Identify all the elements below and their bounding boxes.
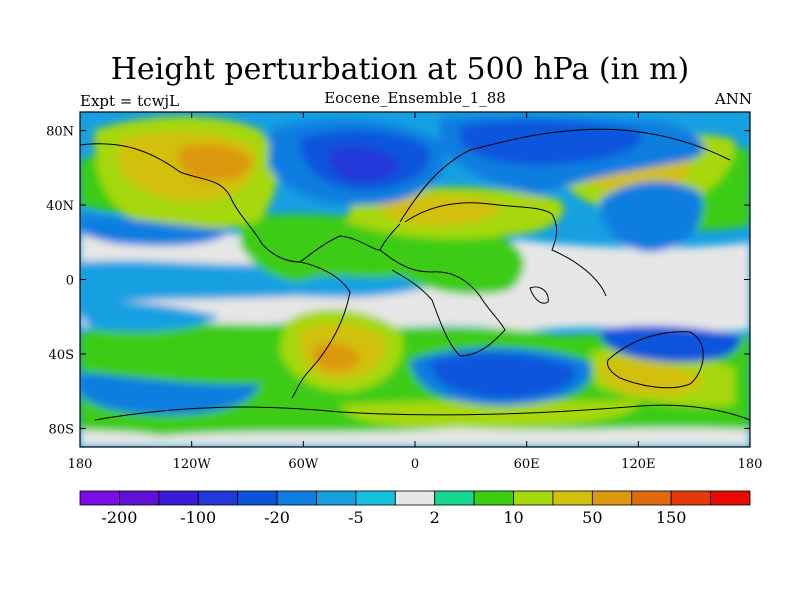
axis-labels: 180 120W 60W 0 60E 120E 180 80N 40N 0 40S 80S (46, 125, 762, 472)
colorbar-labels: -200 -100 -20 -5 2 10 50 150 (101, 508, 686, 527)
colorbar-box (473, 490, 514, 506)
colorbar-box (670, 490, 711, 506)
plot-title: Height perturbation at 500 hPa (in m) (110, 52, 690, 87)
season-label: ANN (714, 90, 752, 108)
lon-tick-label: 60W (288, 457, 319, 472)
ensemble-label: Eocene_Ensemble_1_88 (324, 89, 506, 107)
colorbar-box (197, 490, 239, 506)
colorbar (79, 490, 751, 506)
colorbar-label: 150 (656, 508, 687, 527)
colorbar-box (316, 490, 357, 506)
colorbar-box (79, 490, 120, 506)
lat-tick-label: 40N (46, 199, 74, 214)
colorbar-box (276, 490, 317, 506)
colorbar-label: 2 (430, 508, 440, 527)
lon-tick-label: 180 (68, 457, 93, 472)
colorbar-label: 10 (503, 508, 523, 527)
coastlines (80, 128, 750, 421)
lat-tick-label: 80N (46, 125, 74, 140)
colorbar-box (355, 490, 396, 506)
colorbar-box (158, 490, 199, 506)
lat-tick-label: 80S (49, 422, 74, 437)
lat-tick-label: 0 (66, 274, 74, 289)
contour-field (80, 112, 750, 447)
colorbar-label: -20 (264, 508, 290, 527)
lon-tick-label: 60E (514, 457, 540, 472)
axis-ticks (79, 112, 751, 447)
colorbar-label: 50 (582, 508, 602, 527)
colorbar-box (513, 490, 554, 506)
colorbar-label: -5 (348, 508, 364, 527)
colorbar-box (591, 490, 633, 506)
colorbar-box (631, 490, 672, 506)
colorbar-label: -100 (180, 508, 216, 527)
colorbar-box (552, 490, 593, 506)
colorbar-box (710, 490, 751, 506)
colorbar-box (237, 490, 278, 506)
colorbar-box (119, 490, 160, 506)
lon-tick-label: 180 (738, 457, 763, 472)
colorbar-box (394, 490, 436, 506)
colorbar-label: -200 (101, 508, 137, 527)
lon-tick-label: 120W (173, 457, 212, 472)
experiment-label: Expt = tcwjL (80, 92, 180, 110)
colorbar-box (434, 490, 475, 506)
lat-tick-label: 40S (49, 348, 74, 363)
lon-tick-label: 0 (411, 457, 419, 472)
lon-tick-label: 120E (621, 457, 655, 472)
